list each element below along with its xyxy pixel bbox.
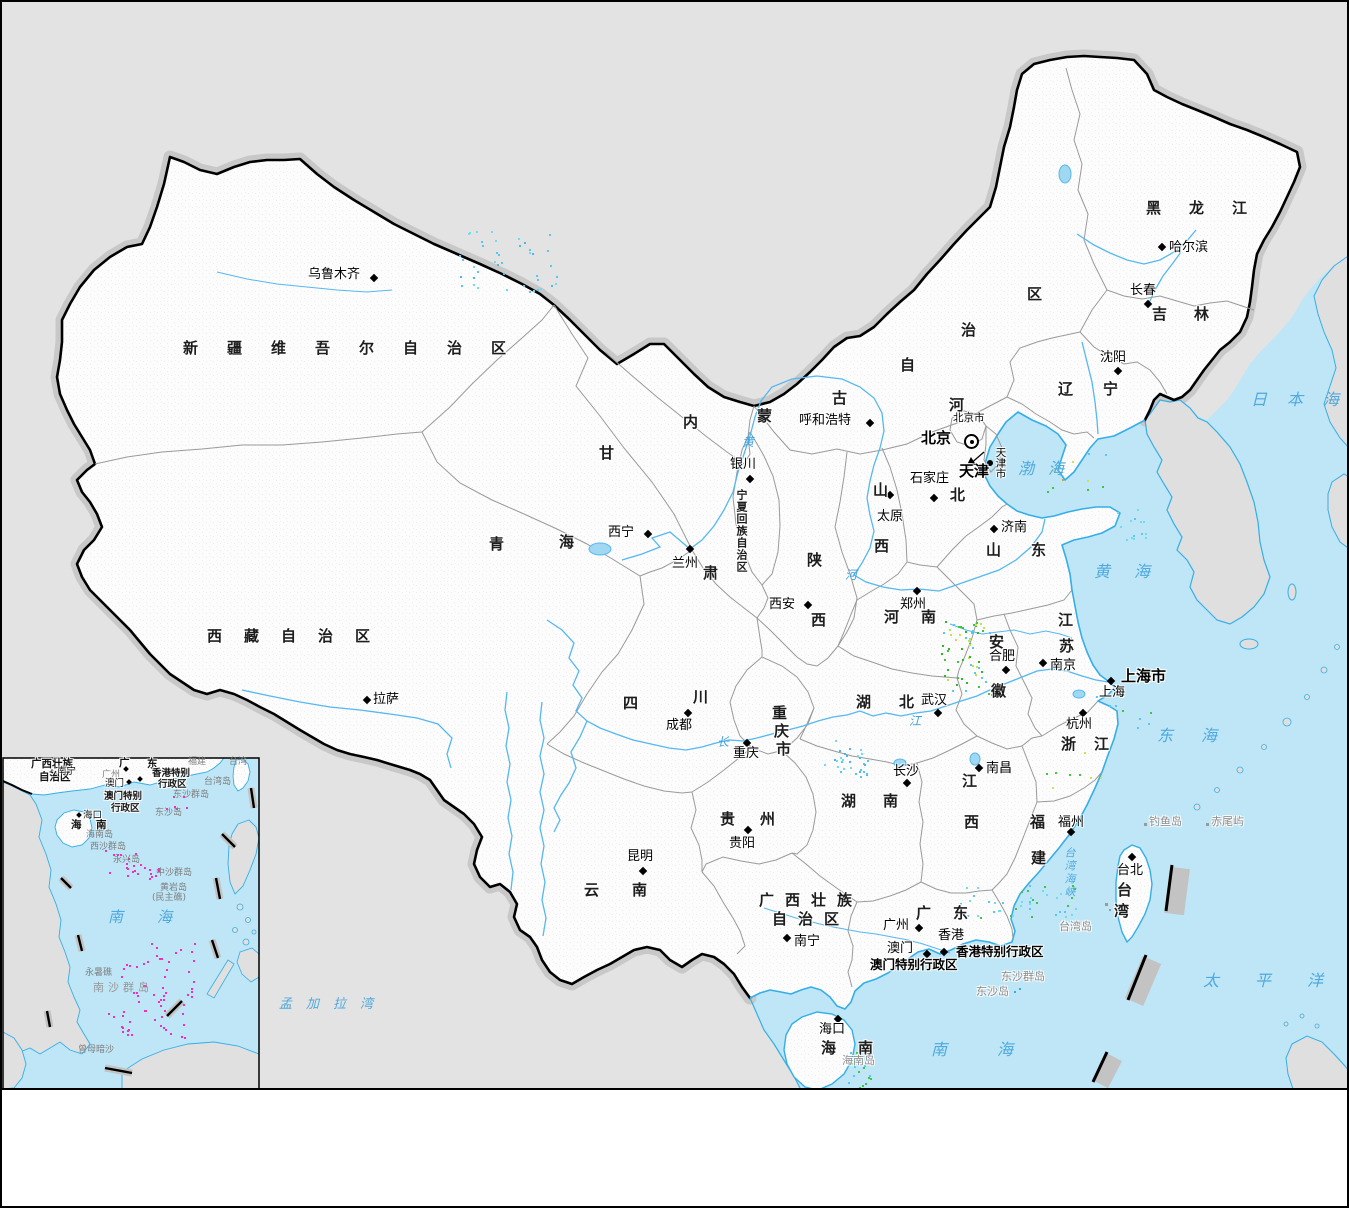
inset-taiwan <box>232 758 251 792</box>
japan-landmass <box>1313 256 1347 447</box>
china-radar-map: 黑龙江吉林辽宁内蒙古自治区新疆维吾尔自治区甘肃宁夏回族自治区青海陕西山西河北山东… <box>2 2 1347 1096</box>
taiwan-island <box>1115 844 1153 944</box>
tianjin-arrow <box>964 451 985 470</box>
vietnam-coastline <box>749 997 803 1092</box>
tsushima-island <box>1287 583 1297 601</box>
inset-vietnam-border <box>3 780 33 795</box>
kyushu-island <box>1327 473 1347 548</box>
inset-hainan <box>54 809 93 848</box>
korea-landmass <box>1144 399 1271 625</box>
map-canvas <box>2 49 1347 1092</box>
china-mainland <box>57 56 1300 1009</box>
rivers <box>216 229 1197 954</box>
luzon-island <box>1285 1035 1347 1092</box>
jeju-island <box>1239 638 1259 650</box>
inset-nine-dash-line <box>43 787 258 1077</box>
inset-philippines <box>206 903 259 999</box>
inset-borneo <box>121 1041 259 1089</box>
inset-indochina <box>3 781 91 1055</box>
inset-luzon <box>227 819 259 895</box>
legend-panel: 全国雷达拼图 [2025-12-26 00:42:00] [ 组合反射率 ] d… <box>2 1090 1347 1206</box>
province-borders <box>94 67 1255 988</box>
south-china-sea-inset <box>3 758 259 1089</box>
china-coastline <box>749 411 1146 1010</box>
penghu-diaoyu-islets <box>1014 823 1209 993</box>
ryukyu-islands <box>1193 644 1340 811</box>
babuyan-islands <box>1283 1013 1320 1029</box>
national-border <box>55 54 1302 1000</box>
boundary-dashes <box>1091 864 1190 1089</box>
map-legend-divider <box>2 1088 1347 1090</box>
